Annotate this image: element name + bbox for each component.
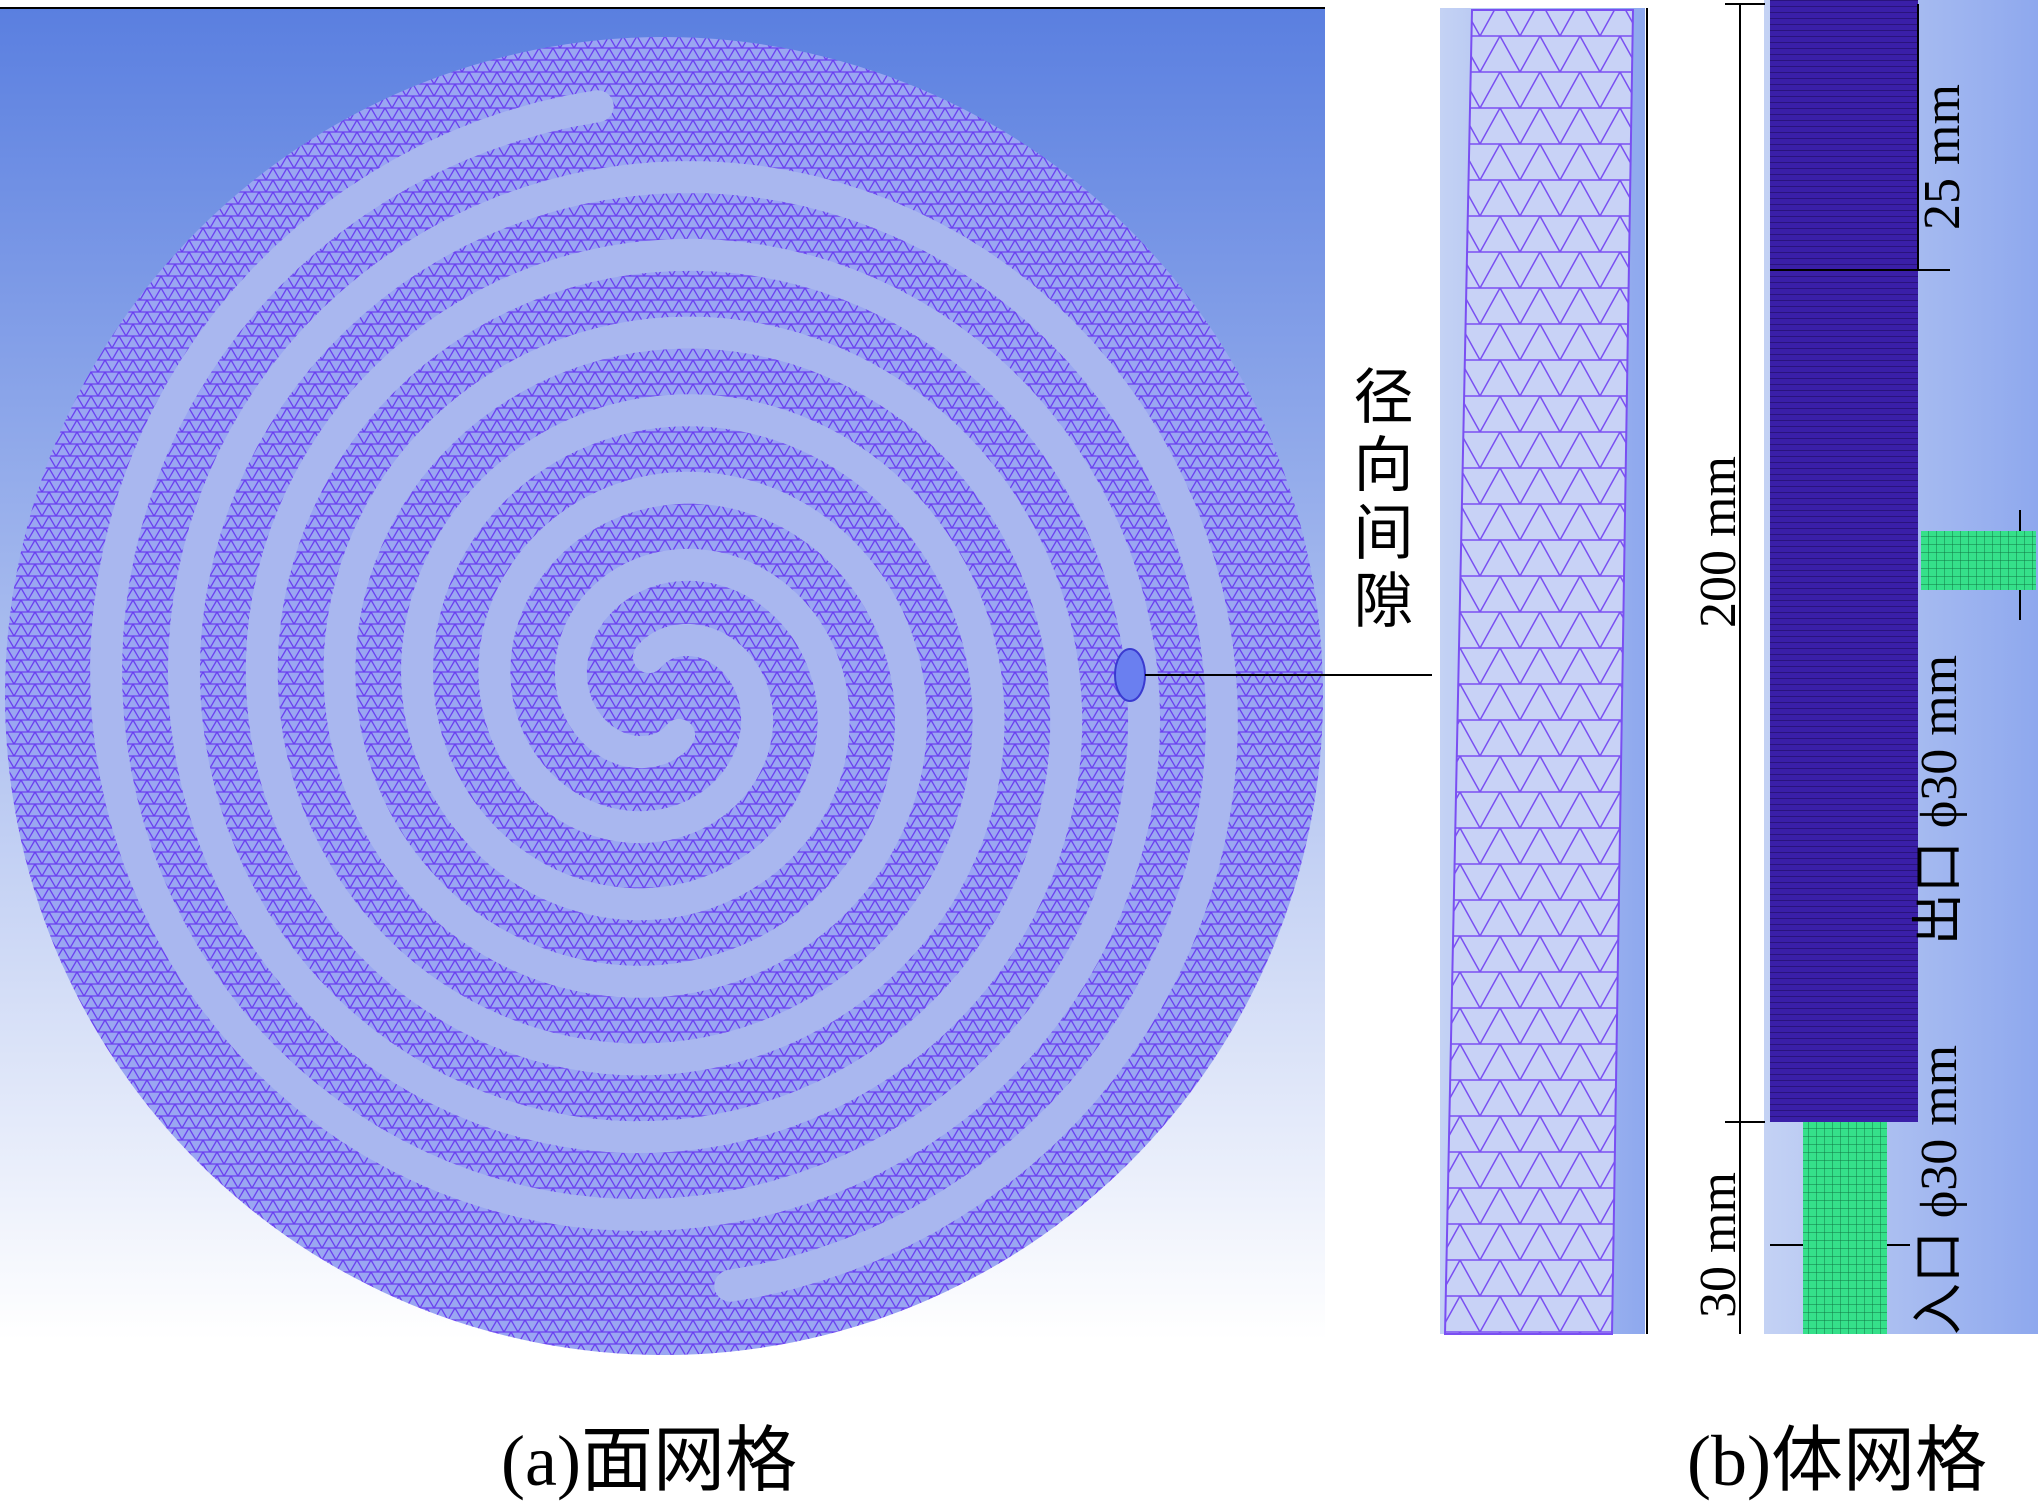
spiral-slot — [167, 161, 1238, 1302]
gap-marker — [1114, 648, 1146, 702]
dim-inlet: 入口 ϕ30 mm — [1911, 1045, 1968, 1335]
outlet-mesh — [1921, 531, 2036, 590]
inlet-mesh — [1803, 1122, 1887, 1334]
caption-a: (a)面网格 — [501, 1421, 797, 1501]
dim-top: 25 mm — [1914, 84, 1971, 230]
spiral-channels — [90, 90, 1238, 1302]
panel-a: 径向间隙 (a)面网格 — [0, 7, 1648, 1501]
gap-label: 径向间隙 — [1345, 365, 1411, 637]
dim-height: 200 mm — [1690, 456, 1747, 628]
zoom-mesh — [1443, 9, 1635, 1335]
spiral-slot — [90, 90, 1161, 1231]
panel-b: 25 mm 200 mm 出口 ϕ30 mm 入口 ϕ30 mm 30 mm (… — [1687, 0, 2038, 1501]
dim-outlet: 出口 ϕ30 mm — [1911, 655, 1968, 945]
dim-inlet-length: 30 mm — [1690, 1172, 1747, 1318]
dimension-lines — [1725, 3, 2021, 1334]
caption-b: (b)体网格 — [1687, 1421, 1987, 1501]
volume-mesh — [1770, 0, 1918, 1122]
